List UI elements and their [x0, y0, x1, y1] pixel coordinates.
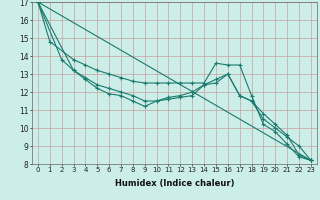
X-axis label: Humidex (Indice chaleur): Humidex (Indice chaleur): [115, 179, 234, 188]
